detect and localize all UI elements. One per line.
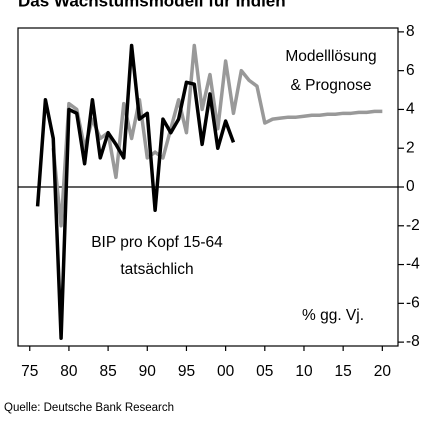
chart-title: Das Wachstumsmodell für Indien	[18, 0, 286, 10]
x-tick-label: 80	[60, 363, 78, 380]
x-tick-label: 10	[295, 363, 313, 380]
y-tick-label: 2	[406, 139, 415, 156]
y-tick-label: -2	[406, 217, 420, 234]
y-tick-label: 4	[406, 101, 415, 118]
x-tick-label: 15	[335, 363, 352, 380]
y-tick-label: 8	[406, 23, 415, 40]
x-tick-label: 00	[217, 363, 235, 380]
series-line	[51, 43, 383, 228]
y-tick-label: -8	[406, 333, 420, 350]
y-tick-label: -6	[406, 294, 420, 311]
x-tick-label: 05	[256, 363, 273, 380]
x-tick-label: 90	[139, 363, 157, 380]
annotation: BIP pro Kopf 15-64	[91, 234, 223, 251]
x-tick-label: 20	[374, 363, 392, 380]
x-tick-label: 75	[21, 363, 38, 380]
source: Quelle: Deutsche Bank Research	[4, 402, 174, 414]
annotation: & Prognose	[291, 77, 372, 94]
x-tick-label: 85	[99, 363, 116, 380]
annotation: % gg. Vj.	[302, 307, 364, 324]
y-tick-label: -4	[406, 256, 420, 273]
x-tick-label: 95	[178, 363, 195, 380]
y-tick-label: 6	[406, 62, 415, 79]
series-line	[35, 43, 236, 340]
y-tick-label: 0	[406, 178, 415, 195]
annotation: tatsächlich	[120, 261, 193, 278]
annotation: Modelllösung	[285, 48, 376, 65]
